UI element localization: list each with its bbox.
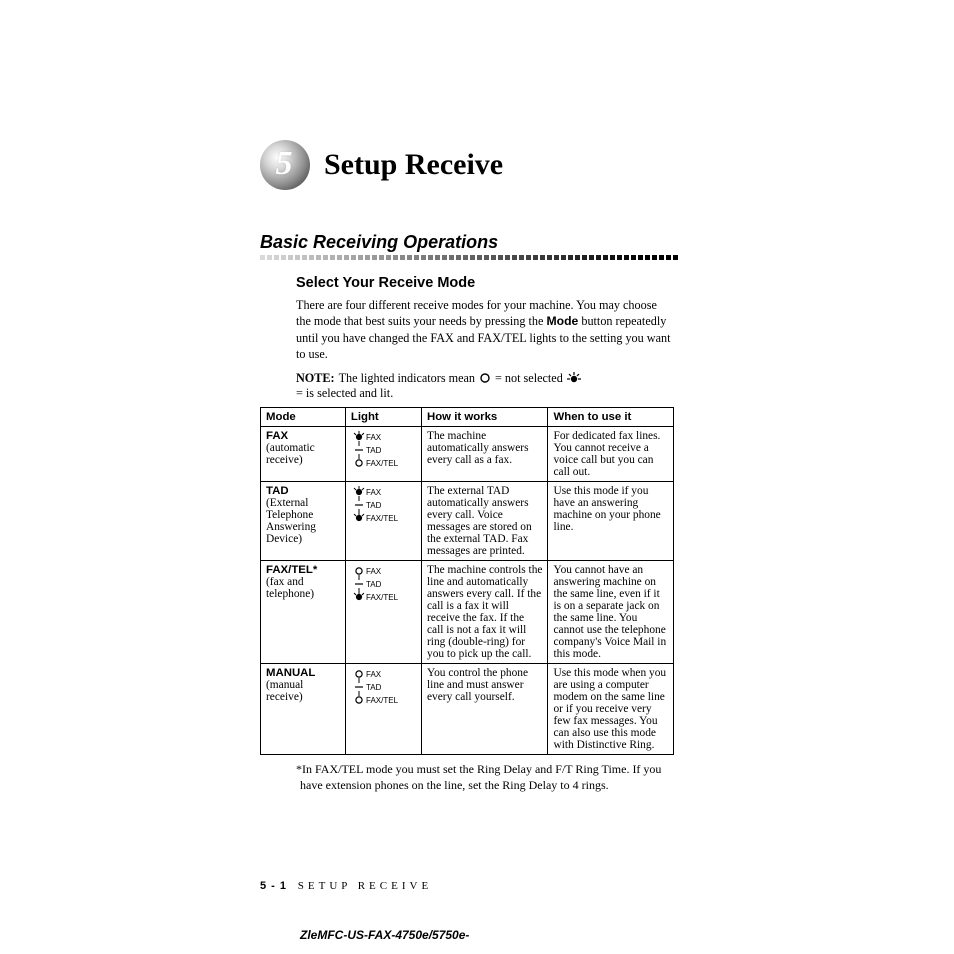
section-rule: [260, 255, 674, 261]
cell-light: FAX TAD FAX/TEL: [345, 663, 421, 754]
cell-when: Use this mode when you are using a compu…: [548, 663, 674, 754]
mode-name: FAX/TEL*: [266, 564, 317, 576]
page-number: 5 - 1: [260, 880, 287, 892]
cell-how: You control the phone line and must answ…: [422, 663, 548, 754]
svg-text:FAX/TEL: FAX/TEL: [366, 459, 399, 468]
page-footer: 5 - 1 SETUP RECEIVE: [260, 880, 432, 892]
svg-text:FAX: FAX: [366, 433, 382, 442]
table-body: FAX(automatic receive) FAX TAD FAX/TEL T…: [261, 426, 674, 754]
header-how: How it works: [422, 407, 548, 426]
intro-paragraph: There are four different receive modes f…: [296, 297, 674, 363]
header-row: Mode Light How it works When to use it: [261, 407, 674, 426]
chapter-number-badge: 5: [260, 140, 310, 190]
note-text-mid: = not selected: [495, 371, 563, 386]
subsection-title: Select Your Receive Mode: [296, 275, 674, 291]
header-light: Light: [345, 407, 421, 426]
page: 5 Setup Receive Basic Receiving Operatio…: [0, 0, 954, 954]
cell-how: The external TAD automatically answers e…: [422, 481, 548, 560]
footer-section: SETUP RECEIVE: [298, 880, 432, 892]
table-row: TAD(External Telephone Answering Device)…: [261, 481, 674, 560]
table-row: MANUAL(manual receive) FAX TAD FAX/TEL Y…: [261, 663, 674, 754]
note-text-a: The lighted indicators mean: [339, 371, 475, 386]
svg-text:FAX: FAX: [366, 567, 382, 576]
cell-when: For dedicated fax lines. You cannot rece…: [548, 426, 674, 481]
mode-sub: (External Telephone Answering Device): [266, 497, 316, 545]
svg-text:TAD: TAD: [366, 580, 382, 589]
svg-text:TAD: TAD: [366, 683, 382, 692]
mode-table: Mode Light How it works When to use it F…: [260, 407, 674, 755]
cell-mode: FAX(automatic receive): [261, 426, 346, 481]
svg-text:FAX: FAX: [366, 670, 382, 679]
svg-text:FAX/TEL: FAX/TEL: [366, 696, 399, 705]
mode-sub: (fax and telephone): [266, 576, 314, 600]
legend-off-icon: [479, 372, 491, 384]
chapter-title: Setup Receive: [324, 148, 503, 182]
note-text-end: = is selected and lit.: [296, 386, 393, 401]
cell-mode: FAX/TEL*(fax and telephone): [261, 560, 346, 663]
cell-how: The machine controls the line and automa…: [422, 560, 548, 663]
cell-how: The machine automatically answers every …: [422, 426, 548, 481]
chapter-header: 5 Setup Receive: [260, 140, 674, 190]
svg-text:TAD: TAD: [366, 446, 382, 455]
svg-text:FAX/TEL: FAX/TEL: [366, 514, 399, 523]
cell-light: FAX TAD FAX/TEL: [345, 560, 421, 663]
chapter-number: 5: [276, 147, 293, 181]
note-line: NOTE: The lighted indicators mean = not …: [296, 371, 674, 401]
footnote: *In FAX/TEL mode you must set the Ring D…: [296, 761, 674, 793]
note-label: NOTE:: [296, 371, 335, 386]
svg-text:TAD: TAD: [366, 501, 382, 510]
doc-id: ZleMFC-US-FAX-4750e/5750e-: [300, 928, 469, 942]
header-when: When to use it: [548, 407, 674, 426]
cell-when: You cannot have an answering machine on …: [548, 560, 674, 663]
table-row: FAX/TEL*(fax and telephone) FAX TAD FAX/…: [261, 560, 674, 663]
svg-text:FAX: FAX: [366, 488, 382, 497]
cell-when: Use this mode if you have an answering m…: [548, 481, 674, 560]
mode-sub: (automatic receive): [266, 442, 315, 466]
mode-name: TAD: [266, 485, 289, 497]
cell-mode: MANUAL(manual receive): [261, 663, 346, 754]
legend-on-icon: [567, 372, 581, 384]
cell-light: FAX TAD FAX/TEL: [345, 426, 421, 481]
header-mode: Mode: [261, 407, 346, 426]
table-row: FAX(automatic receive) FAX TAD FAX/TEL T…: [261, 426, 674, 481]
mode-name: MANUAL: [266, 667, 315, 679]
mode-sub: (manual receive): [266, 679, 303, 703]
cell-light: FAX TAD FAX/TEL: [345, 481, 421, 560]
cell-mode: TAD(External Telephone Answering Device): [261, 481, 346, 560]
mode-word: Mode: [546, 314, 578, 328]
mode-name: FAX: [266, 430, 288, 442]
section-title: Basic Receiving Operations: [260, 232, 674, 253]
svg-text:FAX/TEL: FAX/TEL: [366, 593, 399, 602]
